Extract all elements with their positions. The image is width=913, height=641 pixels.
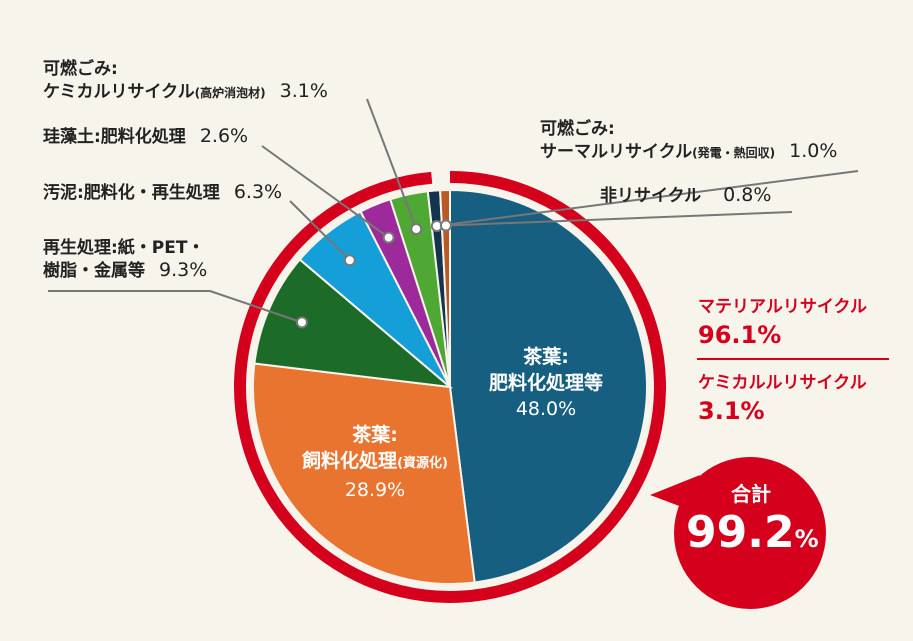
label-tea-fertilizer-line1: 茶葉: (523, 346, 569, 368)
summary-material-value: 96.1% (698, 321, 782, 349)
label-burnable-chemical-note: (高炉消泡材) (194, 86, 266, 100)
total-value: 99.2 (686, 507, 795, 558)
pie-slice-1 (252, 362, 476, 585)
pie-slice-0 (449, 188, 648, 584)
label-tea-feed-line1: 茶葉: (352, 424, 398, 446)
summary-chemical-value: 3.1% (698, 397, 765, 425)
label-tea-fertilizer: 茶葉: 肥料化処理等 48.0% (476, 344, 616, 422)
label-tea-fertilizer-line2: 肥料化処理等 (488, 372, 603, 394)
label-non-recycle-line1: 非リサイクル (600, 186, 702, 206)
leader-line-3 (289, 200, 351, 262)
label-burnable-chemical-line2: ケミカルリサイクル (43, 82, 195, 102)
leader-line-5 (366, 98, 418, 230)
label-sludge-line1: 汚泥:肥料化・再生処理 (43, 183, 220, 203)
leader-dot-5 (410, 223, 423, 236)
label-non-recycle-pct: 0.8% (723, 184, 772, 206)
label-tea-feed-note: (資源化) (397, 456, 448, 471)
leader-dot-2 (295, 316, 308, 329)
leader-dot-3 (343, 254, 356, 267)
leader-dot-7 (439, 219, 452, 232)
summary-material-name: マテリアルリサイクル (698, 297, 867, 317)
recycle-ring (234, 171, 666, 603)
label-tea-feed-pct: 28.9% (344, 479, 406, 501)
pie-slice-2 (253, 258, 454, 389)
label-sludge-pct: 6.3% (233, 181, 283, 203)
label-tea-feed: 茶葉: 飼料化処理(資源化) 28.9% (280, 422, 470, 503)
pie-slice-7 (439, 188, 451, 388)
pie-slices (252, 188, 648, 585)
label-diatomite-pct: 2.6% (199, 125, 249, 147)
leader-dot-4 (382, 231, 395, 244)
total-bubble (650, 457, 826, 609)
label-tea-fertilizer-pct: 48.0% (515, 398, 577, 420)
label-burnable-thermal-line1: 可燃ごみ: (540, 119, 615, 139)
leader-lines (48, 98, 859, 329)
label-diatomite: 珪藻土:肥料化処理 2.6% (43, 125, 248, 148)
label-burnable-chemical-line1: 可燃ごみ: (43, 59, 118, 79)
label-non-recycle: 非リサイクル 0.8% (600, 184, 771, 207)
leader-line-6 (436, 170, 859, 227)
leader-line-2 (48, 290, 303, 324)
recycle-ring-arc (234, 171, 666, 603)
total-label: 合計 (731, 482, 771, 506)
leader-line-7 (445, 211, 793, 227)
label-sludge: 汚泥:肥料化・再生処理 6.3% (43, 181, 282, 204)
label-tea-feed-line2: 飼料化処理 (302, 450, 398, 472)
label-recycled-materials-line2: 樹脂・金属等 (43, 261, 145, 281)
total-unit: % (794, 525, 819, 553)
summary-chemical-name: ケミカルルリサイクル (698, 373, 867, 393)
label-burnable-chemical-pct: 3.1% (279, 80, 328, 102)
summary-divider (697, 358, 889, 360)
label-burnable-thermal-pct: 1.0% (789, 140, 838, 162)
total-text: 合計 99.2% (686, 480, 819, 564)
leader-line-4 (261, 145, 390, 239)
label-recycled-materials: 再生処理:紙・PET・ 樹脂・金属等 9.3% (43, 237, 207, 282)
label-diatomite-line1: 珪藻土:肥料化処理 (43, 127, 186, 147)
label-burnable-thermal: 可燃ごみ: サーマルリサイクル(発電・熱回収) 1.0% (540, 118, 837, 164)
total-bubble-circle (674, 457, 826, 609)
label-burnable-chemical: 可燃ごみ: ケミカルリサイクル(高炉消泡材) 3.1% (43, 58, 328, 104)
summary-chemical: ケミカルルリサイクル 3.1% (698, 372, 867, 428)
label-burnable-thermal-line2: サーマルリサイクル (540, 142, 693, 162)
summary-material: マテリアルリサイクル 96.1% (698, 296, 867, 352)
label-burnable-thermal-note: (発電・熱回収) (692, 146, 776, 160)
label-recycled-materials-pct: 9.3% (159, 259, 208, 281)
label-recycled-materials-line1: 再生処理:紙・PET・ (43, 238, 205, 258)
